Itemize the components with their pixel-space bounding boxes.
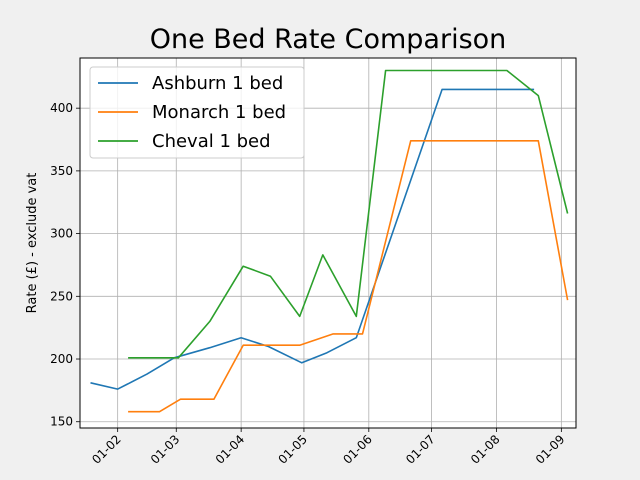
y-axis-label: Rate (£) - exclude vat xyxy=(25,173,40,314)
chart-title: One Bed Rate Comparison xyxy=(150,24,507,55)
series-line xyxy=(90,88,535,390)
y-tick-label: 300 xyxy=(50,227,73,241)
series-line xyxy=(128,69,569,359)
series-line xyxy=(128,140,569,413)
legend: Ashburn 1 bed Monarch 1 bed Cheval 1 bed xyxy=(89,66,305,159)
legend-label: Cheval 1 bed xyxy=(152,131,271,152)
y-tick-label: 200 xyxy=(50,352,73,366)
y-tick-label: 250 xyxy=(50,289,73,303)
series-lines xyxy=(90,69,569,413)
y-tick-label: 150 xyxy=(50,415,73,429)
legend-label: Ashburn 1 bed xyxy=(152,73,283,94)
y-tick-label: 400 xyxy=(50,101,73,115)
y-axis: 150 200 250 300 350 400 xyxy=(50,101,80,429)
y-tick-label: 350 xyxy=(50,164,73,178)
legend-label: Monarch 1 bed xyxy=(152,102,286,123)
plot-frame xyxy=(79,57,577,429)
legend-box xyxy=(89,66,305,159)
